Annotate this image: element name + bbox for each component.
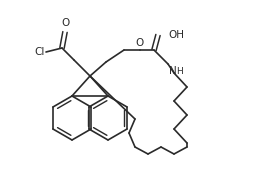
Text: O: O [136, 38, 144, 48]
Text: H: H [176, 67, 183, 76]
Text: O: O [61, 18, 69, 28]
Text: Cl: Cl [35, 47, 45, 57]
Text: OH: OH [168, 30, 184, 40]
Text: N: N [169, 66, 177, 76]
